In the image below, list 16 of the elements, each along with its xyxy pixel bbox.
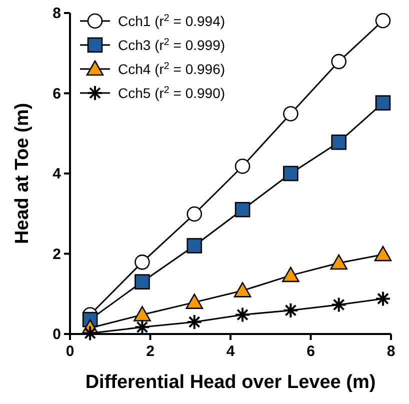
x-axis-title: Differential Head over Levee (m) (85, 372, 376, 393)
y-tick-label: 2 (52, 246, 61, 263)
y-tick-label: 6 (52, 85, 61, 102)
x-tick-label: 8 (386, 343, 396, 360)
legend-label: Cch5 (r$^{2}$ = 0.990) (118, 84, 226, 101)
y-tick-label: 0 (52, 326, 61, 343)
y-tick-label: 8 (52, 5, 61, 22)
x-tick-label: 0 (66, 343, 74, 360)
x-tick-label: 4 (226, 343, 236, 360)
legend-label: Cch1 (r$^{2}$ = 0.994) (118, 12, 226, 29)
x-tick-label: 6 (306, 343, 315, 360)
x-tick-label: 2 (146, 343, 154, 360)
legend-label: Cch4 (r$^{2}$ = 0.996) (118, 60, 226, 77)
y-tick-label: 4 (52, 166, 62, 182)
legend-label: Cch3 (r$^{2}$ = 0.999) (118, 36, 226, 53)
y-axis-title: Head at Toe (m) (12, 102, 33, 244)
